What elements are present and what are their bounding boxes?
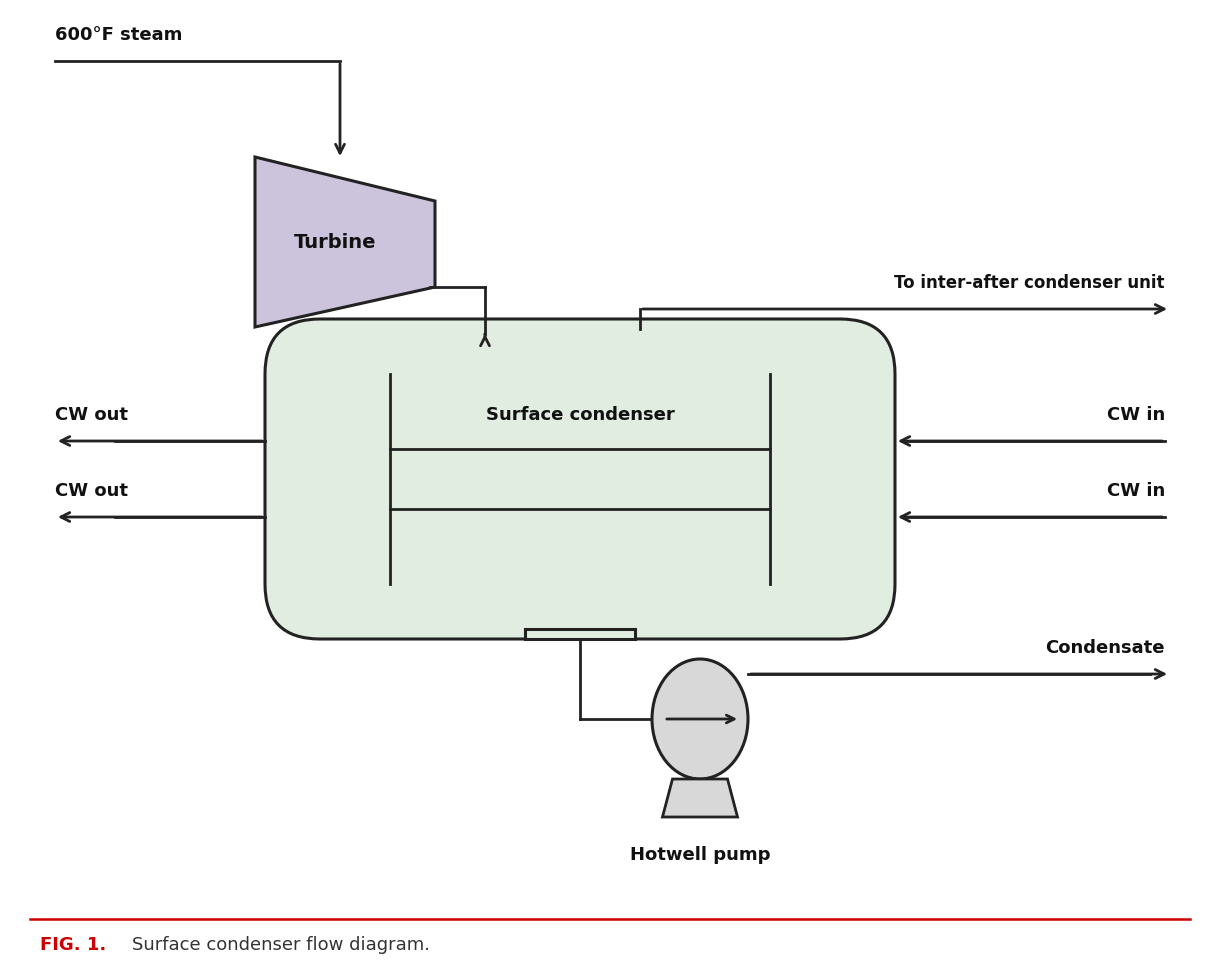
Text: CW in: CW in: [1107, 481, 1165, 500]
Text: 600°F steam: 600°F steam: [55, 26, 182, 44]
Text: Surface condenser: Surface condenser: [486, 406, 675, 424]
Text: Hotwell pump: Hotwell pump: [630, 845, 770, 863]
Polygon shape: [662, 779, 738, 817]
Text: FIG. 1.: FIG. 1.: [40, 935, 106, 953]
Polygon shape: [255, 158, 436, 328]
Text: CW out: CW out: [55, 406, 128, 424]
Text: Condensate: Condensate: [1046, 638, 1165, 656]
Ellipse shape: [651, 659, 748, 779]
FancyBboxPatch shape: [265, 320, 895, 639]
Text: To inter-after condenser unit: To inter-after condenser unit: [894, 274, 1165, 292]
Text: Surface condenser flow diagram.: Surface condenser flow diagram.: [132, 935, 429, 953]
Text: Turbine: Turbine: [294, 234, 376, 252]
Bar: [525, 629, 634, 639]
Text: CW in: CW in: [1107, 406, 1165, 424]
Text: CW out: CW out: [55, 481, 128, 500]
